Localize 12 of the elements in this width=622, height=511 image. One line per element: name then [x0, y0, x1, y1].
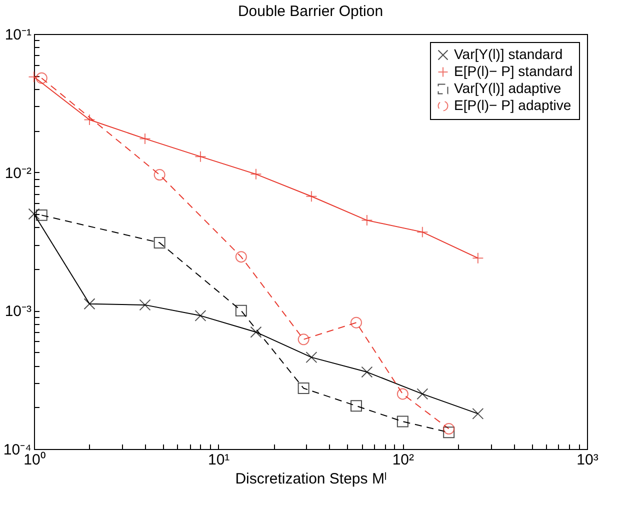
legend-label: Var[Y(l)] standard: [454, 46, 563, 62]
y-tick-label: 10⁻²: [4, 164, 32, 182]
x-tick-label: 10¹: [208, 452, 230, 468]
x-tick-label: 10²: [392, 452, 414, 468]
legend-label: E[P(l)− P] adaptive: [454, 97, 572, 113]
legend-label: Var[Y(l)] adaptive: [454, 80, 562, 96]
chart-title: Double Barrier Option: [238, 3, 384, 20]
legend-label: E[P(l)− P] standard: [454, 63, 573, 79]
x-tick-label: 10³: [576, 452, 598, 468]
y-tick-label: 10⁻¹: [4, 26, 32, 44]
x-axis-title: Discretization Steps Mˡ: [235, 470, 387, 488]
y-tick-label: 10⁻³: [4, 303, 32, 320]
